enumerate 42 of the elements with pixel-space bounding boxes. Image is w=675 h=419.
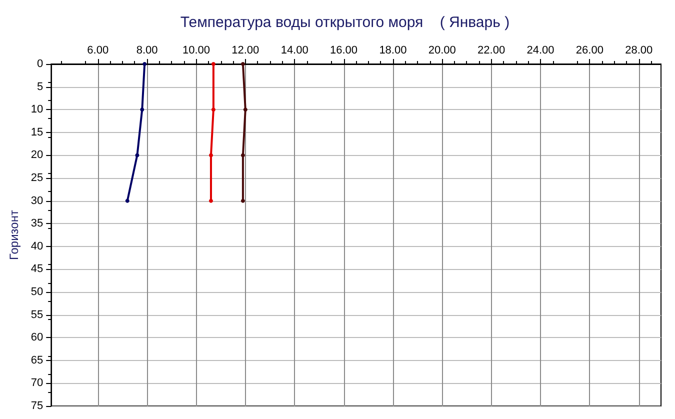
point [142, 62, 147, 66]
y-tick-label: 65 [30, 354, 44, 366]
point [140, 108, 144, 112]
y-tick-label: 35 [30, 218, 44, 230]
x-tick-label: 22.00 [478, 44, 506, 56]
y-tick-label: 50 [30, 286, 44, 298]
point [240, 62, 245, 66]
y-tick-label: 20 [30, 149, 44, 162]
x-tick-label: 8.00 [136, 44, 158, 56]
y-tick-label: 45 [30, 263, 44, 276]
y-tick-label: 60 [30, 332, 44, 344]
point [125, 198, 130, 203]
point [211, 108, 216, 112]
y-tick-label: 40 [30, 240, 44, 252]
x-tick-label: 18.00 [379, 44, 407, 56]
y-tick-label: 55 [30, 308, 44, 321]
point [135, 153, 140, 158]
x-tick-label: 10.00 [182, 44, 210, 56]
y-tick-label: 15 [30, 126, 44, 138]
y-tick-label: 5 [37, 80, 44, 93]
x-tick-label: 28.00 [625, 44, 653, 56]
x-tick-label: 24.00 [526, 44, 554, 56]
point [243, 108, 248, 112]
point [211, 62, 216, 66]
y-tick-label: 75 [30, 400, 44, 412]
point [208, 198, 213, 203]
y-tick-label: 25 [30, 172, 44, 184]
x-tick-label: 12.00 [232, 44, 260, 56]
chart-title: Температура воды открытого моря ( Январь ) [180, 14, 510, 31]
point [240, 153, 245, 158]
point [240, 198, 245, 203]
y-tick-label: 70 [30, 377, 44, 390]
x-tick-label: 14.00 [280, 44, 308, 56]
point [208, 153, 213, 158]
y-tick-label: 0 [37, 58, 44, 70]
x-tick-label: 16.00 [330, 44, 358, 56]
x-tick-label: 6.00 [87, 44, 109, 56]
x-tick-label: 20.00 [428, 44, 456, 56]
y-axis-title: Горизонт [7, 210, 21, 260]
x-tick-label: 26.00 [576, 44, 604, 56]
y-tick-label: 10 [30, 104, 44, 116]
y-tick-label: 30 [30, 194, 44, 207]
